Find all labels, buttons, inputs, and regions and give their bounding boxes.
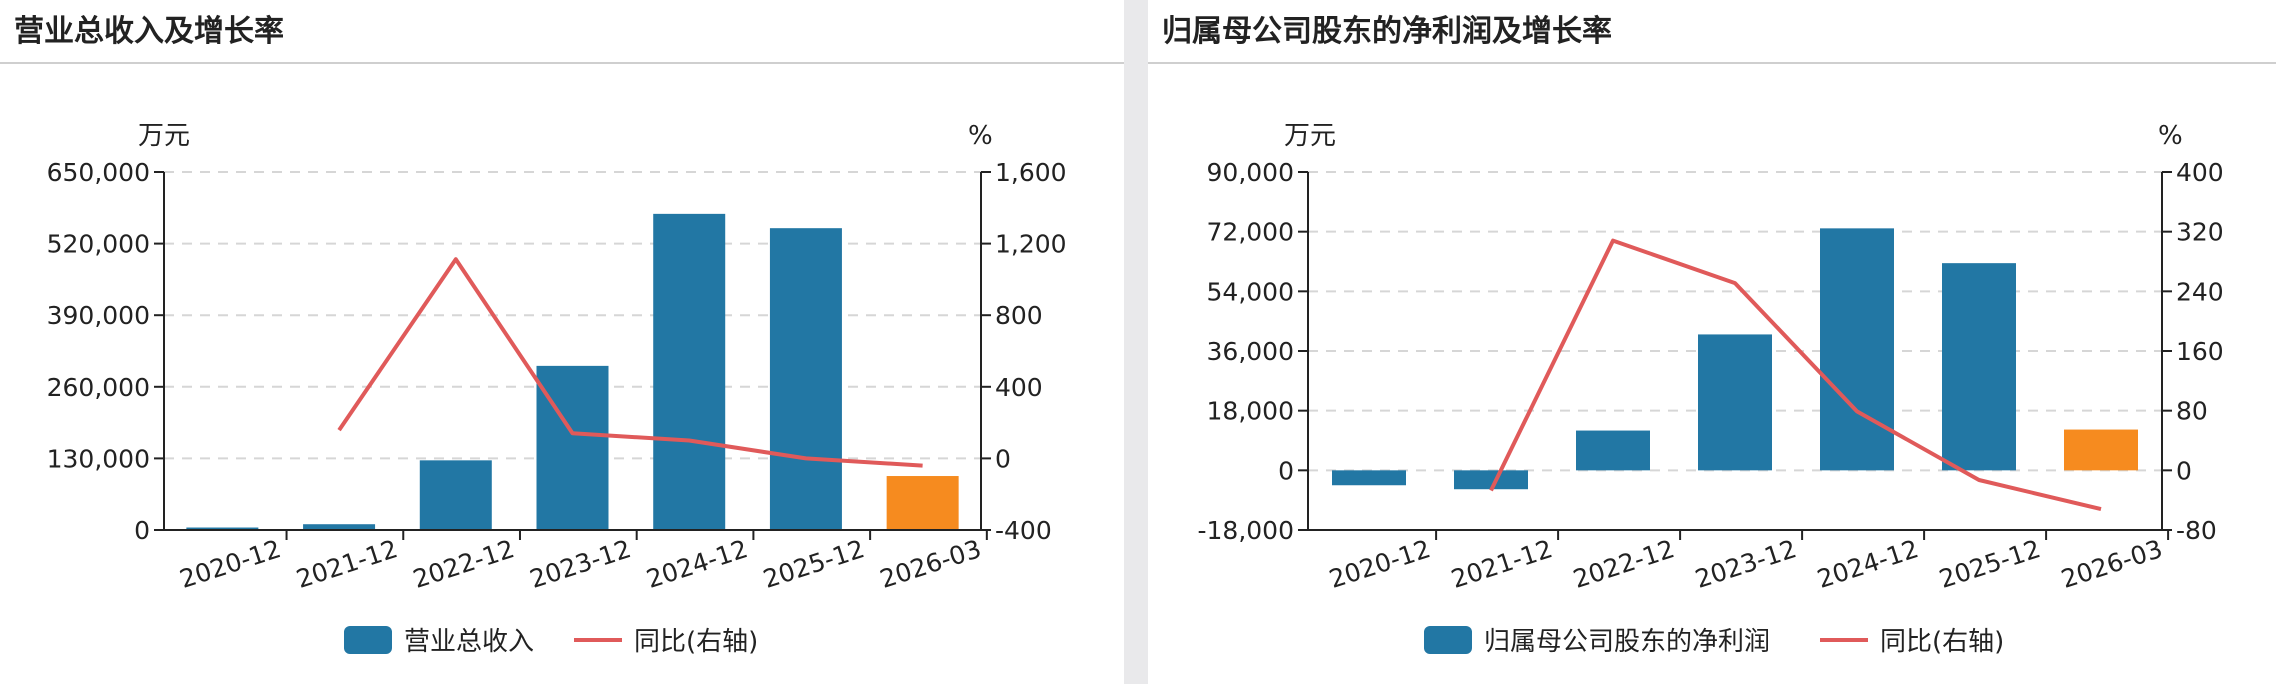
revenue-chart: 0 130,000 260,000 390,000 520,000 650,000 -400… [47, 121, 1067, 657]
bar [1820, 228, 1894, 471]
y2-tick-label: -80 [2176, 516, 2217, 545]
net-profit-chart: -18,000 0 18,000 36,000 54,000 72,000 90,000 -8… [1198, 121, 2224, 657]
bar [2064, 429, 2138, 471]
yoy-line [337, 257, 923, 468]
y2-tick-label: 1,200 [995, 230, 1067, 259]
y-tick-label: 72,000 [1207, 218, 1294, 247]
y-tick-label: 650,000 [47, 158, 150, 187]
y2-tick-label: -400 [995, 516, 1052, 545]
right-axis-unit: % [968, 121, 993, 151]
bar [419, 460, 492, 530]
y-tick-label: 0 [134, 516, 150, 545]
y2-tick-label: 1,600 [995, 158, 1067, 187]
x-tick-label: 2022-12 [410, 534, 518, 594]
x-tick-label: 2023-12 [1692, 534, 1800, 594]
y-tick-label: 90,000 [1207, 158, 1294, 187]
panel-title: 营业总收入及增长率 [14, 14, 284, 49]
y2-tick-label: 0 [995, 444, 1011, 473]
net-profit-panel: 归属母公司股东的净利润及增长率 -18,000 0 18,000 36,000 54,0… [1148, 0, 2276, 684]
x-tick-label: 2020-12 [1326, 534, 1434, 594]
bar [1454, 470, 1528, 490]
bar [653, 213, 726, 530]
y-tick-label: 260,000 [47, 373, 150, 402]
bar [1698, 334, 1772, 471]
y-tick-label: 390,000 [47, 301, 150, 330]
y-tick-label: 130,000 [47, 444, 150, 473]
yoy-line [1489, 238, 2102, 512]
y-tick-label: 520,000 [47, 230, 150, 259]
x-tick-label: 2025-12 [760, 534, 868, 594]
bar [303, 524, 376, 530]
x-tick-label: 2021-12 [1448, 534, 1556, 594]
legend-line-label: 同比(右轴) [634, 627, 758, 657]
bar [1942, 263, 2016, 471]
y2-tick-label: 800 [995, 301, 1043, 330]
x-tick-label: 2024-12 [643, 534, 751, 594]
y-tick-label: 36,000 [1207, 337, 1294, 366]
y-tick-label: 0 [1278, 456, 1294, 485]
x-tick-label: 2025-12 [1936, 534, 2044, 594]
y-tick-label: -18,000 [1198, 516, 1295, 545]
x-tick-label: 2023-12 [526, 534, 634, 594]
y2-tick-label: 400 [995, 373, 1043, 402]
title-divider [0, 62, 1124, 64]
panel-title: 归属母公司股东的净利润及增长率 [1162, 14, 1612, 49]
y2-tick-label: 320 [2176, 218, 2224, 247]
bar [886, 476, 959, 530]
x-tick-label: 2026-03 [876, 534, 984, 594]
y2-tick-label: 80 [2176, 397, 2208, 426]
y-tick-label: 54,000 [1207, 277, 1294, 306]
bar [536, 365, 609, 530]
x-tick-label: 2021-12 [293, 534, 401, 594]
x-tick-label: 2022-12 [1570, 534, 1678, 594]
legend-bar-swatch [1424, 626, 1472, 654]
legend-bar-label: 归属母公司股东的净利润 [1484, 627, 1770, 657]
x-tick-label: 2020-12 [176, 534, 284, 594]
revenue-panel: 营业总收入及增长率 0 130,000 260,000 390,000 520,000 6… [0, 0, 1124, 684]
y2-tick-label: 160 [2176, 337, 2224, 366]
bar [769, 228, 842, 530]
left-axis-unit: 万元 [1284, 121, 1336, 151]
title-divider [1148, 62, 2276, 64]
y2-tick-label: 0 [2176, 456, 2192, 485]
legend-bar-label: 营业总收入 [404, 627, 534, 657]
left-axis-unit: 万元 [138, 121, 190, 151]
bar [186, 527, 259, 530]
legend-bar-swatch [344, 626, 392, 654]
y2-tick-label: 400 [2176, 158, 2224, 187]
x-tick-label: 2026-03 [2058, 534, 2166, 594]
y2-tick-label: 240 [2176, 277, 2224, 306]
bar [1576, 430, 1650, 471]
right-axis-unit: % [2158, 121, 2183, 151]
x-tick-label: 2024-12 [1814, 534, 1922, 594]
y-tick-label: 18,000 [1207, 397, 1294, 426]
bar [1332, 470, 1406, 486]
legend-line-label: 同比(右轴) [1880, 627, 2004, 657]
